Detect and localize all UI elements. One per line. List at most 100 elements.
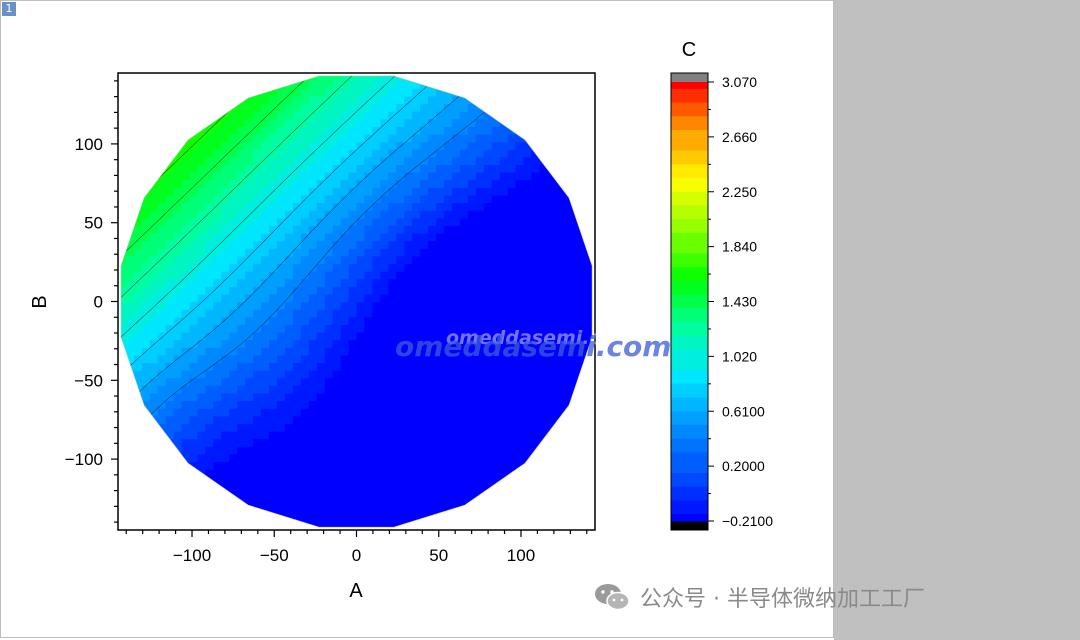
heatmap-cell	[213, 415, 222, 424]
heatmap-cell	[213, 278, 222, 287]
heatmap-cell	[436, 232, 445, 242]
heatmap-cell	[269, 347, 278, 356]
heatmap-cell	[404, 354, 413, 364]
heatmap-cell	[356, 80, 366, 89]
heatmap-cell	[181, 423, 191, 432]
heatmap-cell	[555, 217, 564, 226]
heatmap-cell	[348, 248, 358, 257]
heatmap-cell	[420, 164, 429, 173]
heatmap-cell	[404, 240, 413, 249]
heatmap-cell	[245, 461, 254, 470]
heatmap-cell	[451, 461, 461, 470]
heatmap-cell	[221, 75, 230, 82]
heatmap-cell	[436, 149, 445, 158]
heatmap-cell	[340, 392, 350, 402]
heatmap-cell	[443, 438, 453, 447]
heatmap-cell	[507, 301, 517, 310]
heatmap-cell	[277, 141, 286, 150]
colorbar-band	[671, 136, 708, 145]
heatmap-cell	[547, 377, 556, 386]
heatmap-cell	[261, 111, 270, 120]
heatmap-cell	[523, 438, 532, 447]
heatmap-cell	[459, 377, 469, 386]
heatmap-cell	[149, 354, 159, 364]
heatmap-cell	[253, 232, 262, 242]
heatmap-cell	[120, 514, 127, 523]
heatmap-cell	[436, 362, 445, 371]
heatmap-cell	[467, 385, 477, 394]
heatmap-cell	[539, 88, 548, 97]
heatmap-cell	[245, 240, 254, 249]
heatmap-cell	[475, 80, 485, 89]
heatmap-cell	[173, 377, 183, 386]
heatmap-cell	[571, 111, 580, 120]
heatmap-cell	[563, 164, 572, 173]
heatmap-cell	[451, 141, 461, 150]
heatmap-cell	[125, 377, 135, 386]
heatmap-cell	[380, 309, 389, 318]
heatmap-cell	[221, 194, 230, 204]
heatmap-cell	[308, 491, 318, 501]
heatmap-cell	[205, 362, 214, 371]
heatmap-cell	[396, 202, 405, 211]
heatmap-cell	[245, 385, 254, 394]
heatmap-cell	[571, 446, 580, 455]
heatmap-cell	[165, 164, 175, 173]
heatmap-cell	[324, 248, 334, 257]
heatmap-cell	[292, 164, 302, 173]
heatmap-cell	[261, 118, 270, 127]
heatmap-cell	[547, 484, 556, 493]
heatmap-cell	[237, 263, 246, 272]
heatmap-cell	[133, 118, 143, 127]
heatmap-cell	[300, 263, 310, 272]
heatmap-cell	[245, 484, 254, 493]
heatmap-cell	[157, 255, 167, 265]
heatmap-cell	[412, 461, 421, 470]
heatmap-cell	[428, 271, 437, 280]
heatmap-cell	[165, 80, 175, 89]
heatmap-cell	[213, 293, 222, 303]
heatmap-cell	[221, 499, 230, 508]
colorbar-band	[671, 397, 708, 405]
colorbar-band	[671, 383, 708, 392]
heatmap-cell	[515, 385, 525, 394]
heatmap-cell	[388, 507, 397, 516]
heatmap-cell	[428, 126, 437, 135]
page-number-badge[interactable]: 1	[2, 2, 16, 16]
heatmap-cell	[443, 179, 453, 188]
heatmap-cell	[253, 514, 262, 523]
heatmap-cell	[443, 354, 453, 364]
heatmap-cell	[189, 133, 199, 143]
heatmap-cell	[269, 271, 278, 280]
heatmap-cell	[499, 95, 509, 105]
heatmap-cell	[221, 149, 230, 158]
heatmap-cell	[483, 141, 493, 150]
heatmap-cell	[300, 80, 310, 89]
heatmap-cell	[412, 210, 421, 219]
heatmap-cell	[436, 339, 445, 348]
heatmap-cell	[443, 392, 453, 402]
heatmap-cell	[547, 240, 556, 249]
heatmap-cell	[277, 88, 286, 97]
heatmap-cell	[547, 316, 556, 325]
heatmap-cell	[451, 111, 461, 120]
heatmap-cell	[451, 499, 461, 508]
heatmap-cell	[388, 232, 397, 242]
heatmap-cell	[141, 255, 151, 265]
heatmap-cell	[308, 408, 318, 417]
heatmap-cell	[133, 88, 143, 97]
heatmap-cell	[277, 248, 286, 257]
heatmap-cell	[380, 118, 389, 127]
heatmap-cell	[555, 324, 564, 333]
heatmap-cell	[181, 248, 191, 257]
heatmap-cell	[173, 453, 183, 463]
heatmap-cell	[332, 75, 342, 82]
heatmap-cell	[436, 499, 445, 508]
heatmap-cell	[499, 271, 509, 280]
heatmap-cell	[213, 339, 222, 348]
heatmap-cell	[364, 438, 373, 447]
heatmap-cell	[420, 354, 429, 364]
heatmap-cell	[149, 469, 159, 478]
heatmap-cell	[436, 293, 445, 303]
heatmap-cell	[269, 507, 278, 516]
